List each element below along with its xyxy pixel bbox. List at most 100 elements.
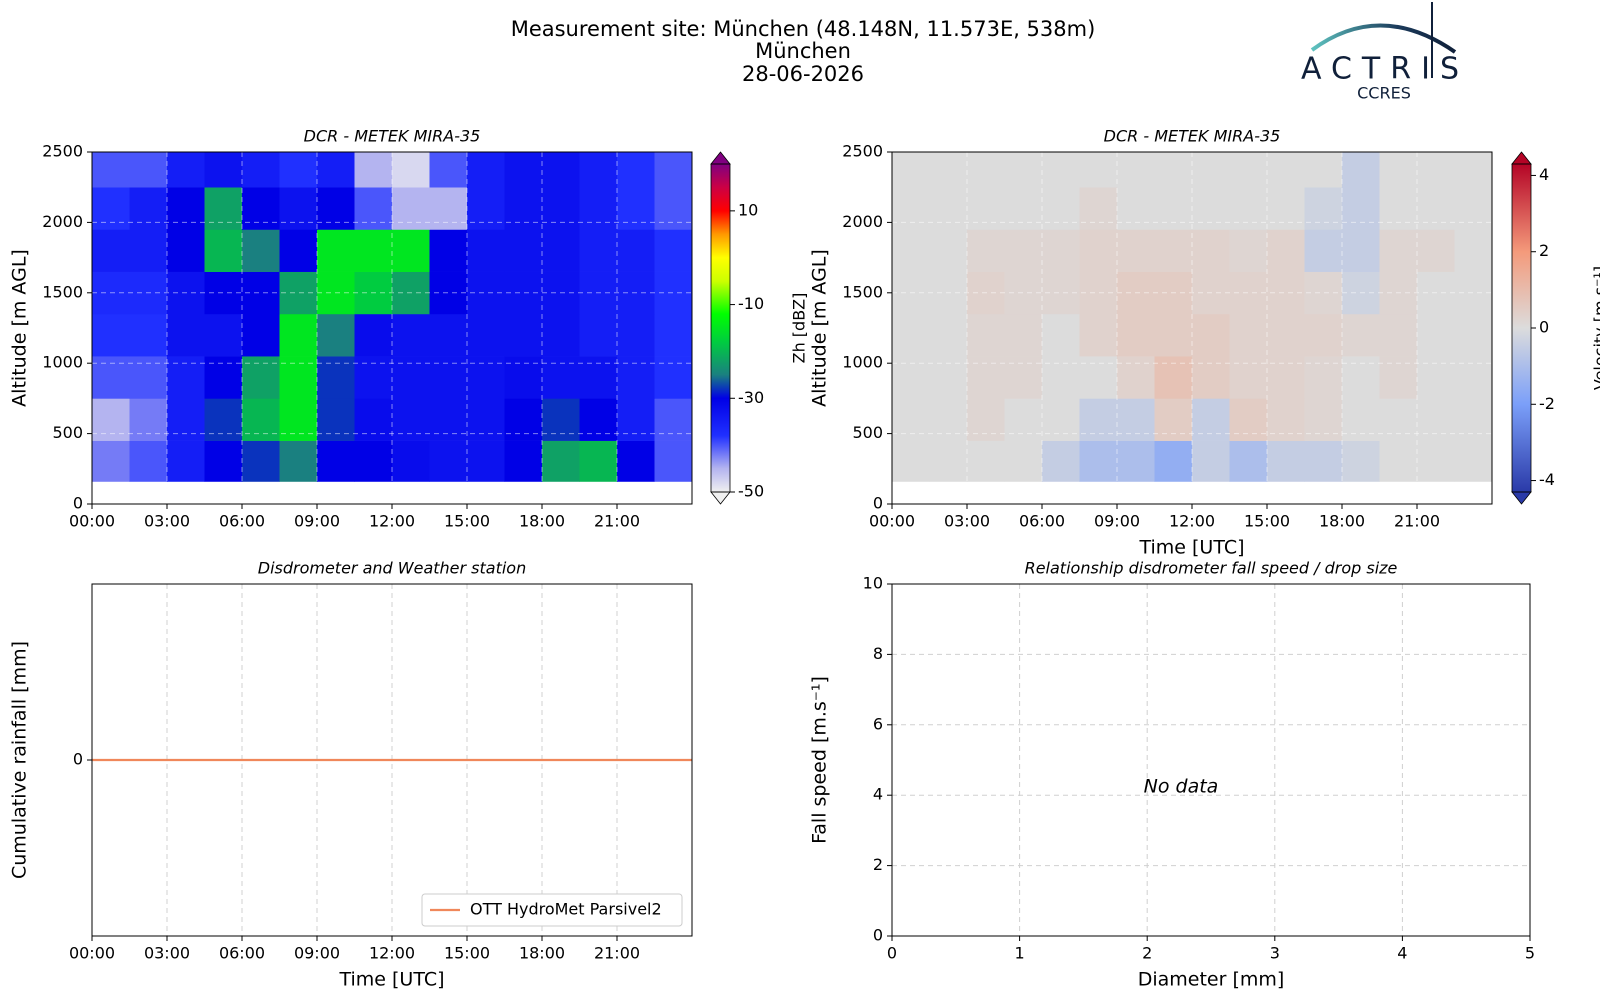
heatmap-cell	[1192, 313, 1230, 357]
heatmap-cell	[1229, 313, 1268, 357]
colorbar	[1512, 164, 1531, 492]
heatmap-cell	[354, 398, 393, 441]
heatmap-cell	[1192, 187, 1230, 230]
heatmap-cell	[967, 398, 1005, 441]
x-tick-label: 21:00	[1394, 512, 1440, 531]
colorbar-tick-label: -10	[738, 294, 764, 313]
plot-frame	[891, 151, 1493, 505]
heatmap-cell	[129, 229, 168, 272]
heatmap-cell	[617, 398, 655, 441]
colorbar-tick-label: -30	[738, 388, 764, 407]
heatmap-cell	[617, 313, 655, 357]
heatmap-cell	[967, 313, 1005, 357]
y-tick-label: 1000	[42, 353, 83, 372]
heatmap-cell	[317, 398, 355, 441]
heatmap-cell	[579, 229, 618, 272]
heatmap-cell	[167, 229, 205, 272]
heatmap-cell	[1379, 187, 1418, 230]
heatmap-cell	[504, 398, 543, 441]
y-tick-label: 500	[52, 423, 83, 442]
colorbar-tick-label: -2	[1539, 394, 1555, 413]
y-tick-label: 4	[873, 785, 883, 804]
logo-name: ACTRIS	[1301, 52, 1469, 87]
x-tick-label: 03:00	[944, 512, 990, 531]
heatmap-cell	[1192, 356, 1230, 399]
heatmap-cell	[1454, 313, 1493, 357]
heatmap-cell	[354, 229, 393, 272]
heatmap-cell	[967, 440, 1005, 482]
legend-box	[421, 893, 683, 927]
header-title: Measurement site: München (48.148N, 11.5…	[511, 17, 1096, 41]
heatmap-cell	[1267, 187, 1305, 230]
colorbar-label: Velocity [m.s⁻¹]	[1591, 266, 1600, 390]
heatmap-cell	[129, 313, 168, 357]
y-tick-label: 0	[873, 926, 883, 945]
heatmap-cell	[1079, 440, 1118, 482]
y-tick-label: 1500	[42, 282, 83, 301]
x-tick-label: 06:00	[219, 512, 265, 531]
heatmap-cell	[1079, 313, 1118, 357]
heatmap-cell	[617, 356, 655, 399]
heatmap-cell	[1229, 152, 1268, 188]
x-tick-label: 06:00	[1019, 512, 1065, 531]
heatmap-cell	[1379, 229, 1418, 272]
heatmap-cell	[967, 187, 1005, 230]
heatmap-cell	[1042, 356, 1080, 399]
heatmap-cell	[929, 313, 968, 357]
x-tick-label: 12:00	[369, 944, 415, 963]
x-axis-label: Time [UTC]	[338, 969, 444, 991]
heatmap-cell	[1042, 187, 1080, 230]
heatmap-cell	[1079, 229, 1118, 272]
heatmap-cell	[929, 356, 968, 399]
heatmap-cell	[967, 356, 1005, 399]
panel-title: DCR - METEK MIRA-35	[304, 127, 481, 146]
heatmap-cell	[1379, 152, 1418, 188]
x-tick-label: 18:00	[1319, 512, 1365, 531]
heatmap-cell	[1304, 187, 1343, 230]
heatmap-cell	[1379, 398, 1418, 441]
heatmap-cell	[579, 187, 618, 230]
heatmap-cell	[929, 152, 968, 188]
colorbar-tick-label: -4	[1539, 470, 1555, 489]
header-site: München	[755, 39, 851, 63]
y-tick-label: 0	[73, 750, 83, 769]
heatmap-cell	[1154, 229, 1193, 272]
heatmap-cell	[504, 187, 543, 230]
heatmap-cell	[1417, 187, 1455, 230]
heatmap-cell	[1154, 152, 1193, 188]
colorbar-extend-bottom	[710, 491, 731, 505]
x-tick-label: 03:00	[144, 512, 190, 531]
heatmap-cell	[429, 313, 468, 357]
heatmap-cell	[504, 152, 543, 188]
heatmap-cell	[504, 313, 543, 357]
heatmap-cell	[317, 229, 355, 272]
heatmap-cell	[1004, 229, 1043, 272]
heatmap-cell	[1229, 398, 1268, 441]
heatmap-cell	[317, 356, 355, 399]
x-tick-label: 21:00	[594, 512, 640, 531]
heatmap-cell	[542, 152, 580, 188]
x-tick-label: 2	[1142, 944, 1152, 963]
x-tick-label: 03:00	[144, 944, 190, 963]
heatmap-cell	[467, 398, 505, 441]
y-tick-label: 6	[873, 714, 883, 733]
colorbar-tick-label: 2	[1539, 241, 1549, 260]
heatmap-cell	[1417, 440, 1455, 482]
x-tick-label: 15:00	[444, 512, 490, 531]
heatmap-cell	[1267, 152, 1305, 188]
heatmap-cell	[129, 440, 168, 482]
x-tick-label: 21:00	[594, 944, 640, 963]
heatmap-cell	[92, 440, 130, 482]
heatmap-cell	[242, 398, 280, 441]
heatmap-cell	[317, 313, 355, 357]
heatmap-cell	[279, 398, 318, 441]
heatmap-cell	[167, 398, 205, 441]
heatmap-cell	[1004, 356, 1043, 399]
heatmap-cell	[617, 229, 655, 272]
x-tick-label: 06:00	[219, 944, 265, 963]
heatmap-cell	[429, 229, 468, 272]
heatmap-cell	[579, 313, 618, 357]
heatmap-cell	[1379, 313, 1418, 357]
heatmap-cell	[1229, 356, 1268, 399]
